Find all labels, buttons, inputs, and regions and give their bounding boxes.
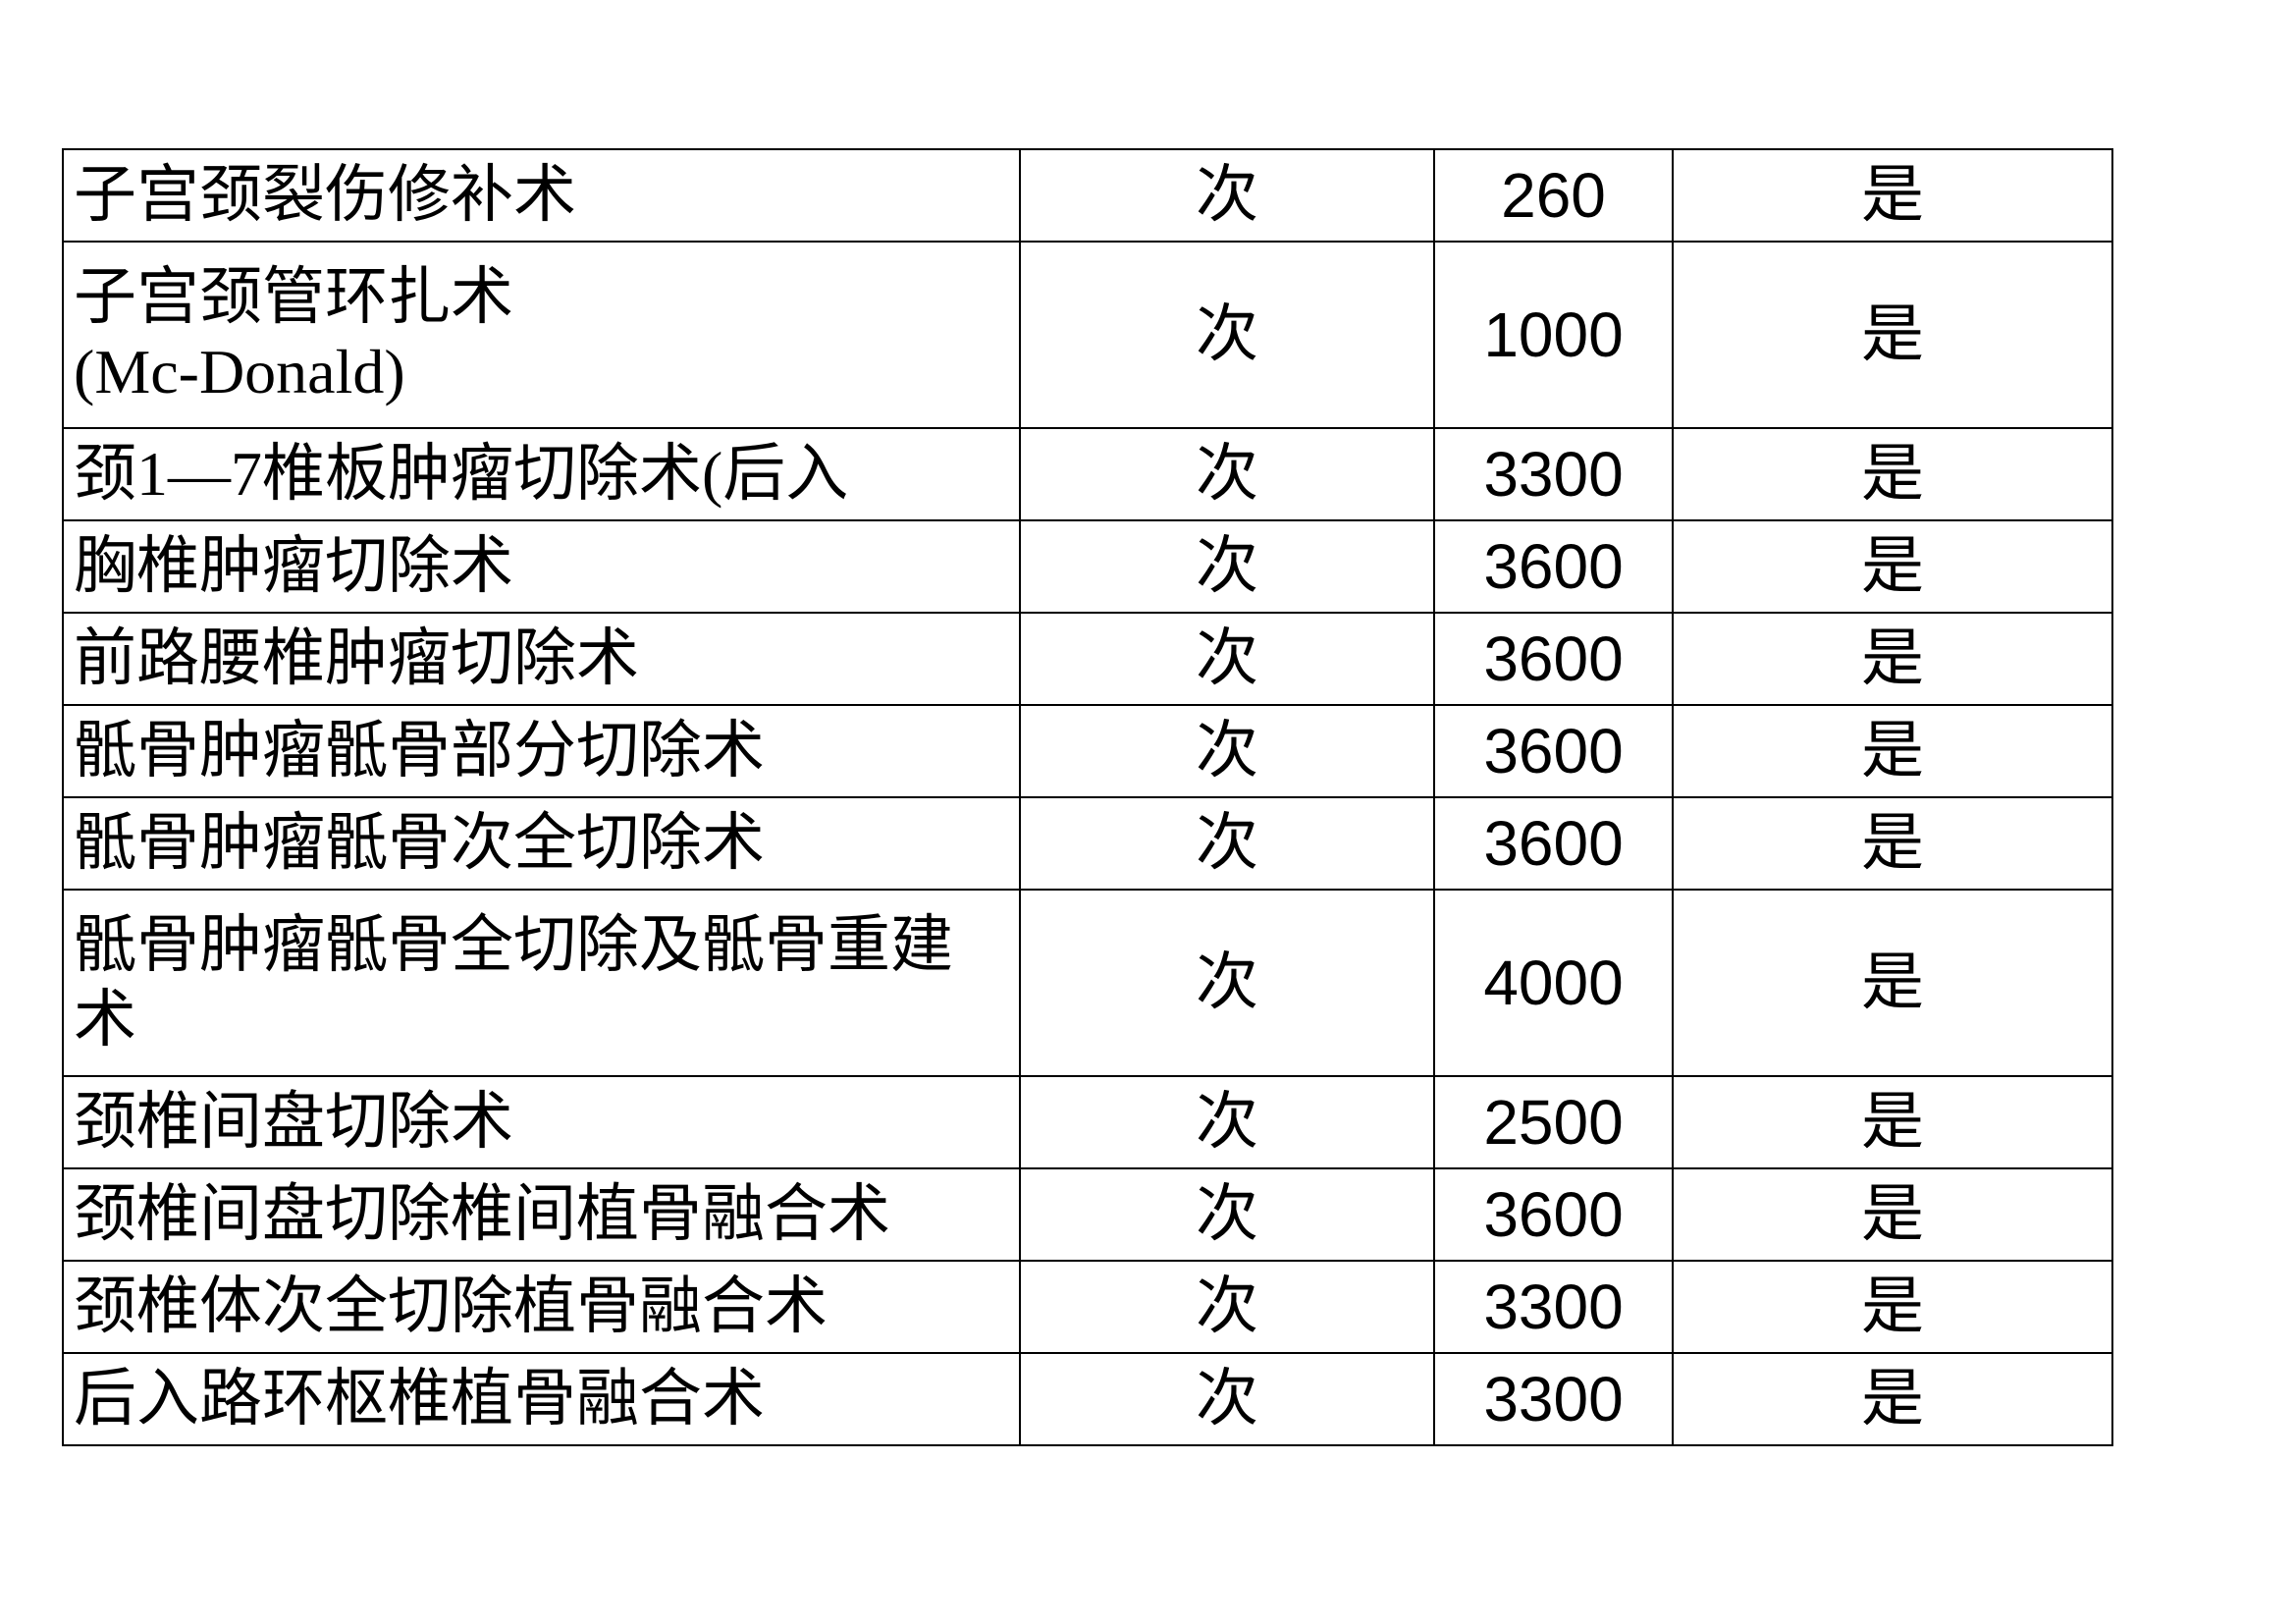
- cell-name: 颈椎体次全切除植骨融合术: [62, 1260, 1021, 1354]
- cell-unit: 次: [1019, 1167, 1435, 1262]
- cell-unit: 次: [1019, 148, 1435, 243]
- table-row: 颈椎间盘切除椎间植骨融合术次 3600 是: [62, 1167, 2113, 1262]
- table-row: 颈椎间盘切除术次 2500 是: [62, 1075, 2113, 1169]
- cell-unit: 次: [1019, 704, 1435, 798]
- table-row: 胸椎肿瘤切除术次 3600 是: [62, 519, 2113, 614]
- cell-unit: 次: [1019, 241, 1435, 429]
- table-row: 子宫颈管环扎术 (Mc-Donald) 次 1000 是: [62, 241, 2113, 429]
- cell-name: 子宫颈裂伤修补术: [62, 148, 1021, 243]
- cell-name: 颈椎间盘切除椎间植骨融合术: [62, 1167, 1021, 1262]
- table-row: 颈1—7椎板肿瘤切除术(后入次 3300 是: [62, 427, 2113, 521]
- table-row: 子宫颈裂伤修补术次 260 是: [62, 148, 2113, 243]
- table-row: 骶骨肿瘤骶骨全切除及骶骨重建术次 4000 是: [62, 889, 2113, 1077]
- cell-unit: 次: [1019, 612, 1435, 706]
- cell-price: 3300: [1433, 1352, 1674, 1446]
- cell-price: 3600: [1433, 612, 1674, 706]
- cell-name: 后入路环枢椎植骨融合术: [62, 1352, 1021, 1446]
- cell-price: 4000: [1433, 889, 1674, 1077]
- cell-name: 骶骨肿瘤骶骨次全切除术: [62, 796, 1021, 891]
- cell-unit: 次: [1019, 1260, 1435, 1354]
- cell-price: 260: [1433, 148, 1674, 243]
- cell-name: 骶骨肿瘤骶骨部分切除术: [62, 704, 1021, 798]
- cell-flag: 是: [1672, 1075, 2113, 1169]
- price-table: 子宫颈裂伤修补术次 260 是子宫颈管环扎术 (Mc-Donald) 次 1000 是颈1…: [62, 148, 2113, 1446]
- cell-name: 胸椎肿瘤切除术: [62, 519, 1021, 614]
- cell-price: 3600: [1433, 1167, 1674, 1262]
- table-row: 骶骨肿瘤骶骨次全切除术次 3600 是: [62, 796, 2113, 891]
- cell-price: 3600: [1433, 704, 1674, 798]
- cell-unit: 次: [1019, 519, 1435, 614]
- cell-price: 3300: [1433, 427, 1674, 521]
- cell-price: 3300: [1433, 1260, 1674, 1354]
- table-row: 骶骨肿瘤骶骨部分切除术次 3600 是: [62, 704, 2113, 798]
- cell-price: 3600: [1433, 519, 1674, 614]
- cell-flag: 是: [1672, 889, 2113, 1077]
- cell-flag: 是: [1672, 1352, 2113, 1446]
- cell-price: 3600: [1433, 796, 1674, 891]
- cell-unit: 次: [1019, 1075, 1435, 1169]
- cell-flag: 是: [1672, 612, 2113, 706]
- cell-price: 2500: [1433, 1075, 1674, 1169]
- cell-flag: 是: [1672, 427, 2113, 521]
- table-row: 前路腰椎肿瘤切除术次 3600 是: [62, 612, 2113, 706]
- cell-price: 1000: [1433, 241, 1674, 429]
- cell-name: 颈1—7椎板肿瘤切除术(后入: [62, 427, 1021, 521]
- cell-name: 子宫颈管环扎术 (Mc-Donald): [62, 241, 1021, 429]
- cell-flag: 是: [1672, 148, 2113, 243]
- table-row: 颈椎体次全切除植骨融合术次 3300 是: [62, 1260, 2113, 1354]
- table-row: 后入路环枢椎植骨融合术次 3300 是: [62, 1352, 2113, 1446]
- cell-unit: 次: [1019, 1352, 1435, 1446]
- cell-flag: 是: [1672, 241, 2113, 429]
- cell-flag: 是: [1672, 519, 2113, 614]
- cell-name: 颈椎间盘切除术: [62, 1075, 1021, 1169]
- cell-unit: 次: [1019, 889, 1435, 1077]
- cell-flag: 是: [1672, 796, 2113, 891]
- cell-flag: 是: [1672, 1260, 2113, 1354]
- cell-unit: 次: [1019, 796, 1435, 891]
- cell-unit: 次: [1019, 427, 1435, 521]
- cell-flag: 是: [1672, 1167, 2113, 1262]
- cell-name: 前路腰椎肿瘤切除术: [62, 612, 1021, 706]
- cell-name: 骶骨肿瘤骶骨全切除及骶骨重建术: [62, 889, 1021, 1077]
- cell-flag: 是: [1672, 704, 2113, 798]
